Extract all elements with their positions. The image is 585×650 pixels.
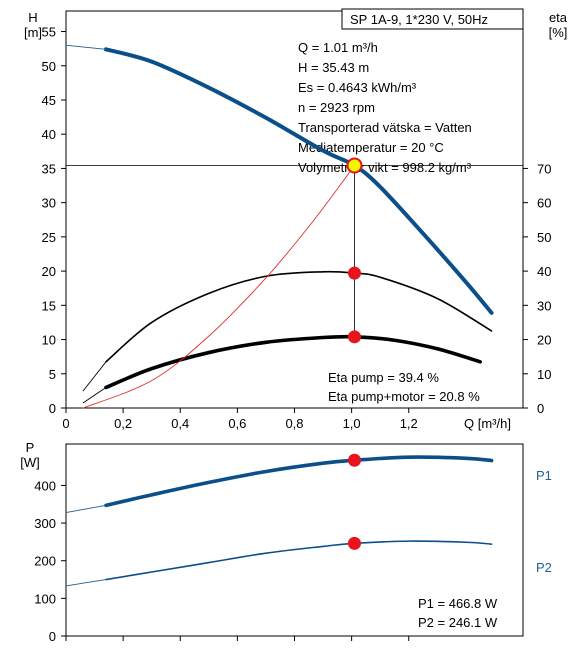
top-x-tick-label: 1,2 [400, 416, 418, 431]
bottom-left-axis-ticks: 0 100 200 300 400 [34, 478, 66, 644]
bottom-y-axis-label-letter: P [26, 440, 35, 455]
info-line-temperature: Mediatemperatur = 20 °C [298, 140, 444, 155]
top-x-tick-label: 0,8 [285, 416, 303, 431]
top-left-tick-label: 35 [42, 161, 56, 176]
p2-curve [105, 540, 493, 581]
head-curve [103, 47, 494, 315]
top-y2-axis-label-letter: eta [549, 10, 568, 25]
bottom-panel: 0 100 200 300 400 P [W] P1 P2 P1 = 466.8 W P… [20, 440, 552, 644]
info-line-q: Q = 1.01 m³/h [298, 40, 378, 55]
top-left-tick-label: 5 [49, 367, 56, 382]
top-right-tick-label: 70 [537, 161, 551, 176]
top-right-axis-ticks: 0 10 20 30 40 50 60 70 [523, 161, 551, 416]
duty-point-marker [346, 157, 363, 174]
top-right-tick-label: 40 [537, 264, 551, 279]
info-line-es: Es = 0.4643 kWh/m³ [298, 80, 417, 95]
eta-pump-text: Eta pump = 39.4 % [328, 370, 439, 385]
top-right-tick-label: 60 [537, 196, 551, 211]
top-left-tick-label: 50 [42, 59, 56, 74]
p2-curve-extension [65, 579, 107, 587]
top-x-tick-label: 0,6 [228, 416, 246, 431]
info-line-h: H = 35.43 m [298, 60, 369, 75]
eta-pump-motor-curve-extension [82, 387, 107, 404]
p2-series-label: P2 [536, 560, 552, 575]
bottom-left-tick-label: 0 [49, 629, 56, 644]
p1-series-label: P1 [536, 468, 552, 483]
top-left-tick-label: 55 [42, 25, 56, 40]
top-left-tick-label: 40 [42, 127, 56, 142]
bottom-left-tick-label: 300 [34, 516, 56, 531]
eta-pump-marker [347, 266, 361, 280]
info-line-density: Volymetrisk vikt = 998.2 kg/m³ [298, 160, 472, 175]
title-box [341, 8, 524, 30]
head-curve-extension [65, 44, 107, 50]
p1-curve [104, 455, 494, 508]
top-x-axis-label: Q [m³/h] [464, 416, 511, 431]
top-x-axis-ticks: 0 0,2 0,4 0,6 0,8 1,0 1,2 [62, 408, 418, 431]
top-x-tick-label: 1,0 [343, 416, 361, 431]
bottom-x-axis-ticks [65, 636, 410, 641]
top-panel: 0 5 10 15 20 25 30 35 40 45 50 55 0 10 20 30 40 50 60 70 0… [24, 8, 568, 431]
p1-value-text: P1 = 466.8 W [418, 596, 498, 611]
top-left-tick-label: 45 [42, 93, 56, 108]
eta-pump-motor-marker [347, 330, 361, 344]
bottom-plot-frame [65, 443, 524, 637]
top-plot-frame [65, 10, 524, 409]
top-right-tick-label: 0 [537, 401, 544, 416]
p1-marker [347, 453, 361, 467]
top-left-axis-ticks: 0 5 10 15 20 25 30 35 40 45 50 55 [42, 25, 66, 416]
top-x-tick-label: 0,2 [114, 416, 132, 431]
system-curve [82, 165, 355, 409]
top-y-axis-label-letter: H [28, 10, 37, 25]
top-left-tick-label: 10 [42, 333, 56, 348]
top-right-tick-label: 20 [537, 333, 551, 348]
eta-pump-curve-extension [82, 361, 107, 392]
p2-value-text: P2 = 246.1 W [418, 615, 498, 630]
top-x-tick-label: 0 [62, 416, 69, 431]
top-left-tick-label: 15 [42, 298, 56, 313]
info-block: Q = 1.01 m³/h H = 35.43 m Es = 0.4643 kW… [298, 40, 472, 175]
top-left-tick-label: 25 [42, 230, 56, 245]
bottom-left-tick-label: 400 [34, 478, 56, 493]
chart-title: SP 1A-9, 1*230 V, 50Hz [350, 12, 488, 27]
bottom-left-tick-label: 200 [34, 554, 56, 569]
top-left-tick-label: 20 [42, 264, 56, 279]
top-right-tick-label: 50 [537, 230, 551, 245]
info-line-n: n = 2923 rpm [298, 100, 375, 115]
top-right-tick-label: 10 [537, 367, 551, 382]
top-left-tick-label: 30 [42, 196, 56, 211]
eta-pump-curve [105, 270, 493, 363]
top-x-tick-label: 0,4 [171, 416, 189, 431]
bottom-left-tick-label: 100 [34, 591, 56, 606]
top-series-group [65, 44, 523, 409]
eta-pump-motor-text: Eta pump+motor = 20.8 % [328, 389, 480, 404]
bottom-series-group [65, 453, 494, 587]
bottom-y-axis-label-unit: [W] [20, 455, 40, 470]
info-line-liquid: Transporterad vätska = Vatten [298, 120, 472, 135]
eta-pump-motor-curve [104, 334, 482, 390]
top-left-tick-label: 0 [49, 401, 56, 416]
top-y-axis-label-unit: [m] [24, 25, 42, 40]
p1-curve-extension [65, 504, 107, 513]
p2-marker [347, 536, 361, 550]
top-right-tick-label: 30 [537, 298, 551, 313]
top-y2-axis-label-unit: [%] [549, 25, 568, 40]
